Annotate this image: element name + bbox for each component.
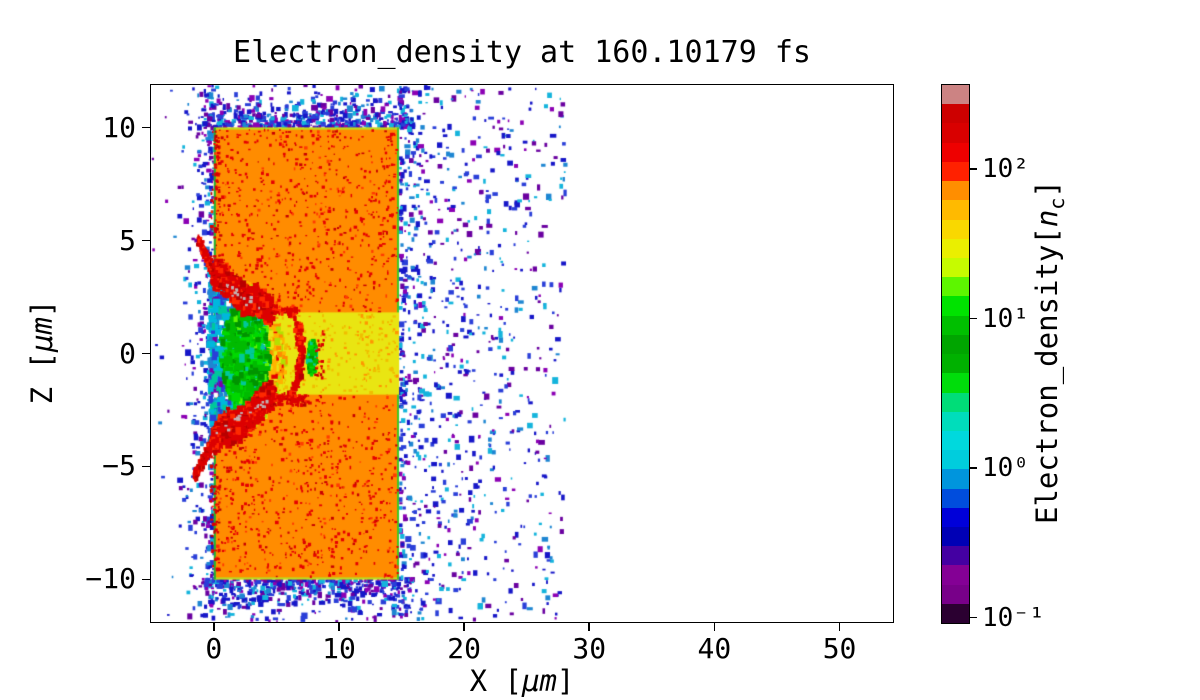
colorbar-segment — [942, 373, 969, 393]
colorbar-segment — [942, 469, 969, 489]
colorbar-tick-label: 10⁻¹ — [982, 602, 1045, 633]
colorbar-segment — [942, 161, 969, 182]
colorbar-segment — [942, 85, 969, 105]
x-tick-label: 10 — [322, 632, 356, 665]
colorbar-segment — [942, 603, 969, 624]
colorbar-segment — [942, 565, 969, 585]
y-tick-mark — [142, 352, 150, 355]
x-tick-mark — [838, 623, 841, 631]
colorbar-segment — [942, 181, 969, 201]
y-tick-label: 5 — [119, 223, 136, 257]
x-tick-label: 0 — [205, 632, 223, 665]
x-tick-mark — [588, 623, 591, 631]
x-tick-label: 30 — [572, 632, 607, 665]
colorbar-tick-label: 10⁰ — [982, 453, 1029, 484]
colorbar-segment — [942, 142, 969, 162]
colorbar-segment — [942, 507, 969, 528]
x-tick-mark — [213, 623, 215, 631]
colorbar-segment — [942, 527, 969, 547]
y-tick-mark — [142, 126, 150, 129]
y-tick-label: −5 — [102, 449, 136, 483]
x-tick-label: 50 — [822, 632, 857, 665]
colorbar-tick-mark — [970, 616, 977, 619]
colorbar-segment — [942, 354, 969, 374]
y-tick-label: −10 — [85, 562, 136, 596]
colorbar-segment — [942, 123, 969, 143]
x-tick-label: 20 — [447, 632, 481, 665]
y-tick-mark — [142, 465, 150, 468]
y-tick-label: 10 — [102, 110, 136, 144]
colorbar-segment — [942, 546, 969, 566]
colorbar-segment — [942, 411, 969, 431]
x-tick-mark — [713, 623, 716, 631]
colorbar-tick-mark — [970, 467, 977, 469]
colorbar-tick-mark — [970, 168, 977, 170]
colorbar-label: Electron_density[nc] — [1030, 180, 1069, 524]
y-tick-mark — [142, 239, 150, 242]
plot-axes-frame — [150, 84, 894, 623]
colorbar-segment — [942, 277, 969, 297]
colorbar-segment — [942, 334, 969, 355]
colorbar-segment — [942, 104, 969, 124]
y-tick-mark — [142, 578, 150, 581]
colorbar-segment — [942, 315, 969, 335]
colorbar-segment — [942, 200, 969, 220]
colorbar-segment — [942, 238, 969, 258]
colorbar-segment — [942, 430, 969, 451]
y-axis-label: Z [μm] — [25, 299, 59, 405]
chart-title: Electron_density at 160.10179 fs — [233, 35, 811, 70]
x-tick-label: 40 — [697, 632, 732, 665]
density-heatmap-canvas — [150, 84, 894, 623]
colorbar-segment — [942, 392, 969, 412]
colorbar-segment — [942, 257, 969, 278]
x-axis-label: X [μm] — [469, 664, 575, 698]
colorbar-tick-mark — [970, 317, 977, 320]
colorbar-tick-label: 10² — [982, 154, 1029, 184]
y-tick-label: 0 — [119, 336, 136, 370]
colorbar — [941, 84, 970, 624]
colorbar-segment — [942, 584, 969, 604]
colorbar-segment — [942, 219, 969, 239]
colorbar-tick-label: 10¹ — [982, 303, 1029, 334]
colorbar-segment — [942, 488, 969, 508]
colorbar-segment — [942, 296, 969, 316]
colorbar-segment — [942, 450, 969, 470]
x-tick-mark — [463, 623, 465, 631]
x-tick-mark — [338, 623, 340, 631]
